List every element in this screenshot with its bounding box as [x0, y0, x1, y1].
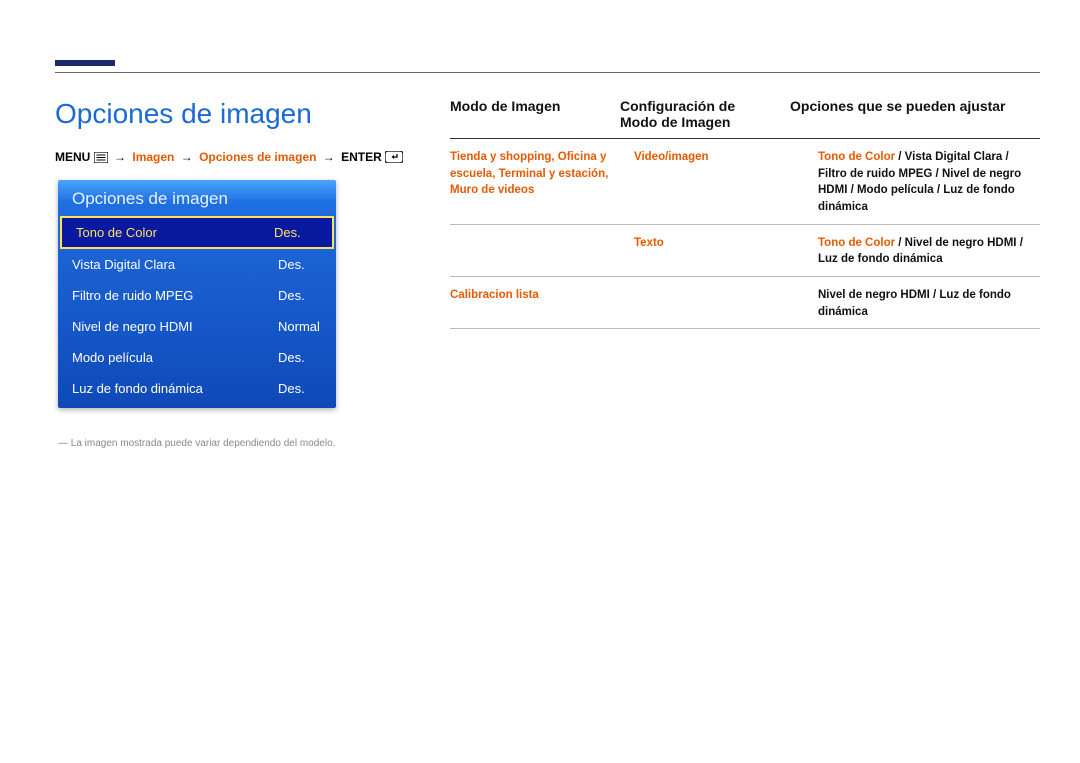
- menu-item-value: Normal: [278, 319, 322, 334]
- accent-bar: [55, 60, 115, 66]
- options-table: Modo de Imagen Configuración de Modo de …: [450, 98, 1040, 329]
- cell-opciones: Tono de Color / Nivel de negro HDMI / Lu…: [818, 235, 1040, 268]
- table-row: Texto Tono de Color / Nivel de negro HDM…: [450, 225, 1040, 277]
- menu-item-modo-pelicula[interactable]: Modo película Des.: [58, 342, 336, 373]
- menu-item-nivel-negro-hdmi[interactable]: Nivel de negro HDMI Normal: [58, 311, 336, 342]
- menu-item-value: Des.: [278, 288, 322, 303]
- breadcrumb-enter: ENTER: [341, 150, 382, 164]
- menu-item-vista-digital-clara[interactable]: Vista Digital Clara Des.: [58, 249, 336, 280]
- table-row: Calibracion lista Nivel de negro HDMI / …: [450, 277, 1040, 329]
- breadcrumb-seg-2: Opciones de imagen: [199, 150, 316, 164]
- col-header-config-l2: Modo de Imagen: [620, 114, 730, 130]
- arrow-icon: →: [114, 150, 126, 164]
- menu-icon: [94, 152, 108, 163]
- col-header-config: Configuración de Modo de Imagen: [620, 98, 790, 130]
- footnote: La imagen mostrada puede variar dependie…: [58, 438, 335, 449]
- menu-item-tono-de-color[interactable]: Tono de Color Des.: [60, 216, 334, 249]
- menu-item-filtro-ruido-mpeg[interactable]: Filtro de ruido MPEG Des.: [58, 280, 336, 311]
- highlight-option: Tono de Color: [818, 151, 895, 163]
- menu-item-value: Des.: [278, 350, 322, 365]
- cell-config: Video/imagen: [634, 149, 818, 166]
- highlight-option: Tono de Color: [818, 237, 895, 249]
- cell-config: Texto: [634, 235, 818, 252]
- section-title: Opciones de imagen: [55, 98, 312, 130]
- cell-opciones: Nivel de negro HDMI / Luz de fondo dinám…: [818, 287, 1040, 320]
- top-rule: [55, 72, 1040, 73]
- menu-item-value: Des.: [278, 257, 322, 272]
- cell-modo: Tienda y shopping, Oficina y escuela, Te…: [450, 149, 634, 199]
- arrow-icon: →: [323, 150, 335, 164]
- menu-item-value: Des.: [274, 225, 318, 240]
- menu-item-label: Tono de Color: [76, 225, 157, 240]
- menu-item-value: Des.: [278, 381, 322, 396]
- cell-opciones: Tono de Color / Vista Digital Clara / Fi…: [818, 149, 1040, 216]
- manual-page: Opciones de imagen MENU → Imagen → Opcio…: [0, 0, 1080, 763]
- menu-item-luz-fondo-dinamica[interactable]: Luz de fondo dinámica Des.: [58, 373, 336, 404]
- menu-item-label: Luz de fondo dinámica: [72, 381, 203, 396]
- col-header-config-l1: Configuración de: [620, 98, 735, 114]
- breadcrumb-menu: MENU: [55, 150, 90, 164]
- breadcrumb-seg-1: Imagen: [132, 150, 174, 164]
- enter-icon: [385, 151, 403, 163]
- osd-menu-title: Opciones de imagen: [58, 180, 336, 216]
- col-header-opciones: Opciones que se pueden ajustar: [790, 98, 1040, 114]
- menu-item-label: Vista Digital Clara: [72, 257, 175, 272]
- menu-item-label: Nivel de negro HDMI: [72, 319, 193, 334]
- table-row: Tienda y shopping, Oficina y escuela, Te…: [450, 139, 1040, 225]
- breadcrumb: MENU → Imagen → Opciones de imagen → ENT…: [55, 150, 403, 164]
- menu-item-label: Modo película: [72, 350, 153, 365]
- arrow-icon: →: [181, 150, 193, 164]
- col-header-modo: Modo de Imagen: [450, 98, 620, 114]
- options-rest: Nivel de negro HDMI / Luz de fondo dinám…: [818, 289, 1011, 318]
- table-header-row: Modo de Imagen Configuración de Modo de …: [450, 98, 1040, 139]
- cell-modo: Calibracion lista: [450, 287, 634, 304]
- menu-item-label: Filtro de ruido MPEG: [72, 288, 193, 303]
- osd-menu-panel: Opciones de imagen Tono de Color Des. Vi…: [58, 180, 336, 408]
